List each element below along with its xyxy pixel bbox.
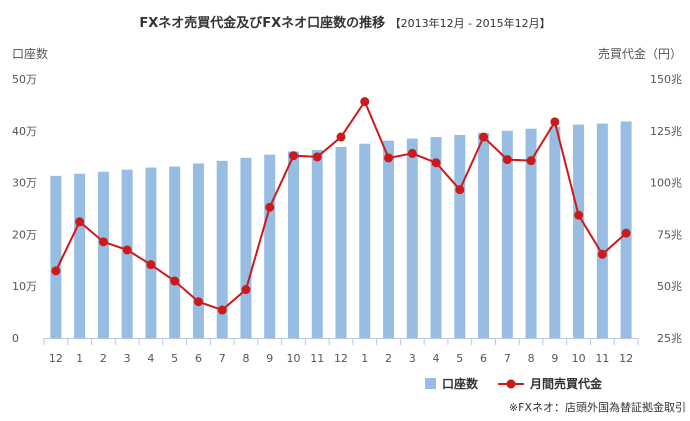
line-point (265, 202, 275, 212)
line-point (193, 297, 203, 307)
line-point (288, 151, 298, 161)
bar (216, 160, 228, 338)
line-point (122, 245, 132, 255)
x-tick-label: 12 (334, 352, 348, 365)
x-tick-label: 9 (551, 352, 558, 365)
x-tick-label: 10 (286, 352, 300, 365)
x-tick-label: 1 (76, 352, 83, 365)
bar (383, 140, 395, 338)
bar (50, 175, 62, 338)
left-axis-label: 口座数 (12, 47, 49, 61)
bar (74, 173, 86, 338)
x-tick-label: 8 (528, 352, 535, 365)
line-point (75, 217, 85, 227)
bar (335, 146, 347, 338)
bar (573, 124, 585, 338)
subtitle-text: 【2013年12月 - 2015年12月】 (389, 17, 551, 30)
right-tick-label: 125兆 (650, 125, 682, 138)
line-point (574, 210, 584, 220)
right-tick-label: 75兆 (657, 228, 682, 241)
right-tick-label: 50兆 (657, 280, 682, 293)
x-tick-label: 11 (595, 352, 609, 365)
line-point (621, 228, 631, 238)
x-tick-label: 3 (124, 352, 131, 365)
x-tick-label: 9 (266, 352, 273, 365)
bar (287, 151, 299, 338)
chart-title: FXネオ売買代金及びFXネオ口座数の推移 【2013年12月 - 2015年12… (0, 12, 690, 31)
line-point (502, 155, 512, 165)
x-tick-label: 2 (385, 352, 392, 365)
title-text: FXネオ売買代金及びFXネオ口座数の推移 (139, 16, 386, 31)
left-tick-label: 40万 (12, 125, 37, 138)
bar (501, 130, 513, 338)
bar (525, 128, 537, 338)
bar (240, 157, 252, 338)
line-point (241, 285, 251, 295)
right-axis-label: 売買代金（円） (597, 47, 682, 61)
legend-bar-label: 口座数 (442, 377, 479, 391)
line-point (550, 117, 560, 127)
line-point (170, 276, 180, 286)
right-tick-label: 150兆 (650, 73, 682, 86)
x-tick-label: 4 (147, 352, 154, 365)
line-point (407, 148, 417, 158)
bar (430, 137, 442, 338)
legend-bar-swatch (425, 378, 436, 389)
line-point (431, 158, 441, 168)
line-point (146, 260, 156, 270)
line-point (217, 305, 227, 315)
x-tick-label: 12 (49, 352, 63, 365)
x-tick-label: 11 (310, 352, 324, 365)
line-point (455, 185, 465, 195)
bar (359, 143, 371, 338)
bar (192, 163, 204, 338)
bar (97, 171, 109, 338)
x-tick-label: 4 (433, 352, 440, 365)
legend-line-label: 月間売買代金 (530, 377, 603, 391)
x-tick-label: 2 (100, 352, 107, 365)
left-tick-label: 0 (12, 332, 19, 345)
line-point (98, 237, 108, 247)
line-point (336, 132, 346, 142)
legend: 口座数 月間売買代金 (425, 375, 602, 392)
right-tick-label: 100兆 (650, 177, 682, 190)
footnote: ※FXネオ：店頭外国為替証拠金取引 (508, 401, 686, 414)
bar (549, 126, 561, 338)
left-tick-label: 10万 (12, 280, 37, 293)
x-tick-label: 12 (619, 352, 633, 365)
right-tick-label: 25兆 (657, 332, 682, 345)
bar (454, 134, 466, 338)
x-tick-label: 8 (242, 352, 249, 365)
line-point (51, 266, 61, 276)
x-tick-label: 6 (480, 352, 487, 365)
left-tick-label: 30万 (12, 177, 37, 190)
bar (311, 149, 323, 338)
x-tick-label: 7 (504, 352, 511, 365)
x-tick-label: 5 (171, 352, 178, 365)
bar (145, 167, 157, 338)
line-point (312, 152, 322, 162)
left-tick-label: 20万 (12, 228, 37, 241)
x-tick-label: 6 (195, 352, 202, 365)
x-tick-label: 3 (409, 352, 416, 365)
line-point (597, 249, 607, 259)
x-tick-label: 7 (219, 352, 226, 365)
x-tick-label: 10 (572, 352, 586, 365)
bar (478, 132, 490, 338)
x-tick-label: 5 (456, 352, 463, 365)
line-point (360, 97, 370, 107)
bar (596, 123, 608, 338)
bar (406, 138, 418, 338)
line-point (526, 156, 536, 166)
legend-line-swatch (498, 379, 525, 388)
left-tick-label: 50万 (12, 73, 37, 86)
bar (264, 154, 276, 338)
line-point (384, 153, 394, 163)
line-point (479, 132, 489, 142)
bar (169, 166, 181, 338)
x-tick-label: 1 (361, 352, 368, 365)
